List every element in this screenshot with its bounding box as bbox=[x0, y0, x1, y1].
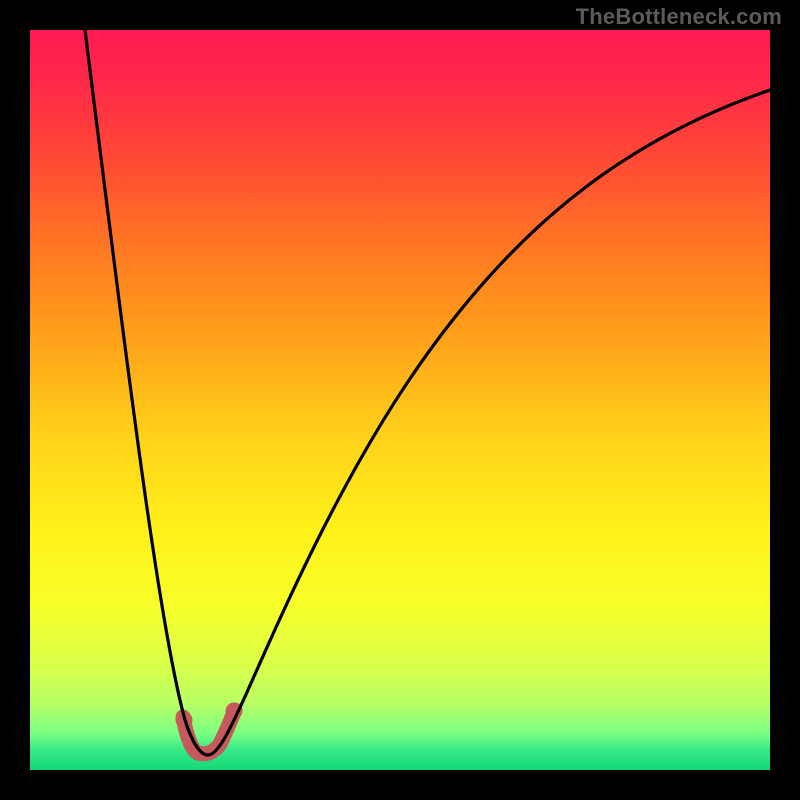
chart-svg bbox=[30, 30, 770, 770]
plot-area bbox=[30, 30, 770, 770]
bottleneck-curve bbox=[85, 30, 770, 755]
watermark-text: TheBottleneck.com bbox=[576, 4, 782, 30]
outer-frame: TheBottleneck.com bbox=[0, 0, 800, 800]
